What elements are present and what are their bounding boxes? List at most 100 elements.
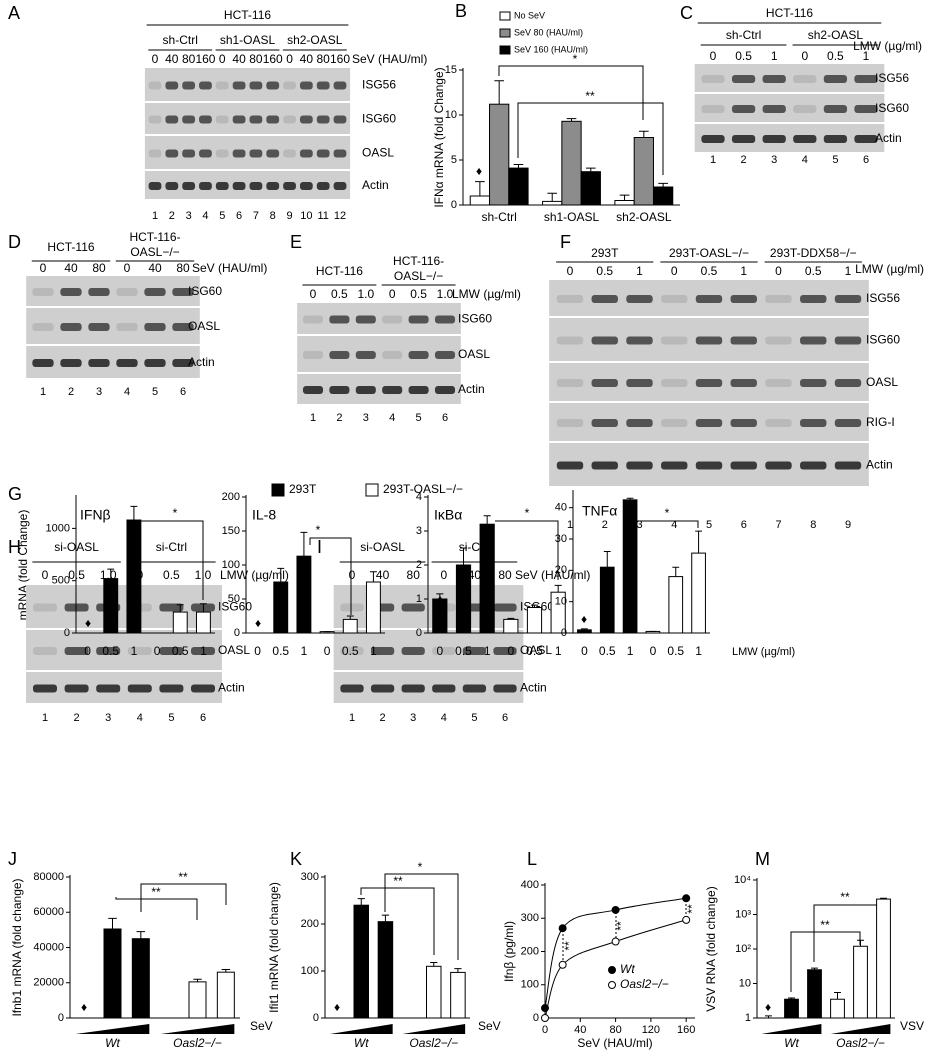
error-bar bbox=[199, 603, 207, 613]
lane-number: 1 bbox=[152, 210, 158, 222]
blot-strip bbox=[26, 585, 222, 628]
band bbox=[302, 315, 324, 324]
band-label: RIG-I bbox=[866, 415, 895, 429]
error-bar bbox=[176, 604, 184, 613]
band bbox=[493, 684, 517, 693]
band bbox=[762, 105, 786, 113]
band bbox=[249, 81, 263, 90]
band bbox=[626, 295, 653, 303]
error-bar bbox=[108, 917, 117, 929]
band bbox=[762, 75, 786, 83]
group-label: Oasl2−/− bbox=[409, 1036, 458, 1050]
group-label: si-OASL bbox=[54, 540, 99, 554]
band bbox=[730, 336, 757, 345]
dose-label: VSV bbox=[900, 1019, 924, 1033]
y-tick-label: 20 bbox=[555, 564, 567, 576]
chart-title: IFNβ bbox=[80, 507, 111, 523]
lane-number: 1 bbox=[567, 519, 573, 531]
group-label-line: HCT-116- bbox=[393, 254, 444, 268]
y-tick-label: 0 bbox=[234, 627, 240, 639]
error-bar bbox=[530, 604, 539, 608]
band bbox=[730, 419, 757, 427]
legend-swatch bbox=[271, 483, 285, 497]
band bbox=[556, 461, 584, 470]
band bbox=[800, 419, 827, 427]
group-label-line: OASL−/− bbox=[394, 269, 443, 283]
panel-letter: K bbox=[290, 849, 302, 869]
band bbox=[127, 647, 152, 655]
band bbox=[355, 386, 376, 394]
band bbox=[834, 295, 862, 303]
legend-label: Oasl2−/− bbox=[620, 977, 669, 991]
group-label-line: OASL−/− bbox=[130, 245, 179, 259]
legend-label: SeV 80 (HAU/ml) bbox=[514, 27, 583, 37]
band bbox=[401, 684, 425, 693]
band bbox=[266, 81, 280, 90]
lane-number: 2 bbox=[380, 712, 386, 724]
bar bbox=[853, 945, 868, 1019]
dose-label: 0.5 bbox=[331, 287, 348, 301]
band bbox=[401, 647, 425, 655]
legend-swatch bbox=[499, 11, 511, 21]
band bbox=[199, 81, 212, 90]
dose-label: 160 bbox=[330, 52, 350, 66]
error-bar bbox=[658, 182, 668, 187]
x-tick-label: 0.5 bbox=[599, 644, 616, 658]
band bbox=[401, 603, 425, 612]
lane-number: 4 bbox=[124, 386, 130, 398]
lane-number: 3 bbox=[186, 210, 192, 222]
band bbox=[232, 81, 246, 90]
bar bbox=[691, 552, 706, 634]
dose-label: 0 bbox=[40, 261, 47, 275]
band bbox=[591, 419, 618, 427]
error-bar bbox=[603, 551, 611, 568]
y-tick-label: 10⁴ bbox=[734, 874, 751, 886]
data-point bbox=[682, 915, 691, 924]
panel-letter: C bbox=[680, 3, 693, 23]
legend-swatch bbox=[499, 45, 511, 55]
bar bbox=[216, 971, 235, 1019]
band bbox=[731, 105, 756, 113]
series-line bbox=[544, 919, 687, 1019]
dose-label: 1.0 bbox=[357, 287, 374, 301]
band-label: ISG60 bbox=[458, 312, 492, 326]
band bbox=[834, 419, 862, 427]
band bbox=[144, 288, 166, 296]
band bbox=[340, 647, 364, 655]
x-tick-label: 1 bbox=[301, 644, 308, 658]
band bbox=[64, 603, 89, 612]
band bbox=[695, 461, 723, 470]
error-bar bbox=[639, 130, 649, 138]
y-tick-label: 300 bbox=[301, 871, 319, 883]
blot-strip bbox=[333, 672, 524, 703]
dose-label: 160 bbox=[195, 52, 215, 66]
cell-line-header: HCT-116 bbox=[224, 8, 271, 22]
dose-label: 0.5 bbox=[68, 568, 85, 582]
blot-strip bbox=[297, 374, 461, 404]
band bbox=[731, 75, 756, 83]
band bbox=[355, 315, 376, 324]
band bbox=[333, 115, 347, 124]
annotation: ** bbox=[840, 890, 850, 904]
y-tick-label: 1 bbox=[416, 593, 422, 605]
lane-number: 6 bbox=[200, 712, 206, 724]
panel-letter: H bbox=[8, 537, 21, 557]
dose-label: 0 bbox=[152, 52, 159, 66]
band bbox=[340, 603, 364, 612]
dose-label: 1 bbox=[740, 264, 747, 278]
error-bar bbox=[507, 617, 515, 620]
lane-number: 9 bbox=[286, 210, 292, 222]
error-bar bbox=[547, 192, 558, 202]
error-bar bbox=[788, 997, 795, 1000]
dose-label: SeV bbox=[478, 1019, 501, 1033]
band bbox=[765, 336, 792, 345]
y-tick-label: 1 bbox=[745, 1012, 751, 1024]
y-tick-label: 80000 bbox=[33, 871, 64, 883]
significance-bracket bbox=[790, 931, 861, 992]
panel-letter: E bbox=[290, 232, 302, 252]
blot-strip bbox=[297, 336, 461, 372]
annotation: ** bbox=[820, 918, 830, 932]
x-tick-label: 0.5 bbox=[526, 644, 543, 658]
band bbox=[249, 182, 263, 190]
dose-label: 80 bbox=[249, 52, 263, 66]
